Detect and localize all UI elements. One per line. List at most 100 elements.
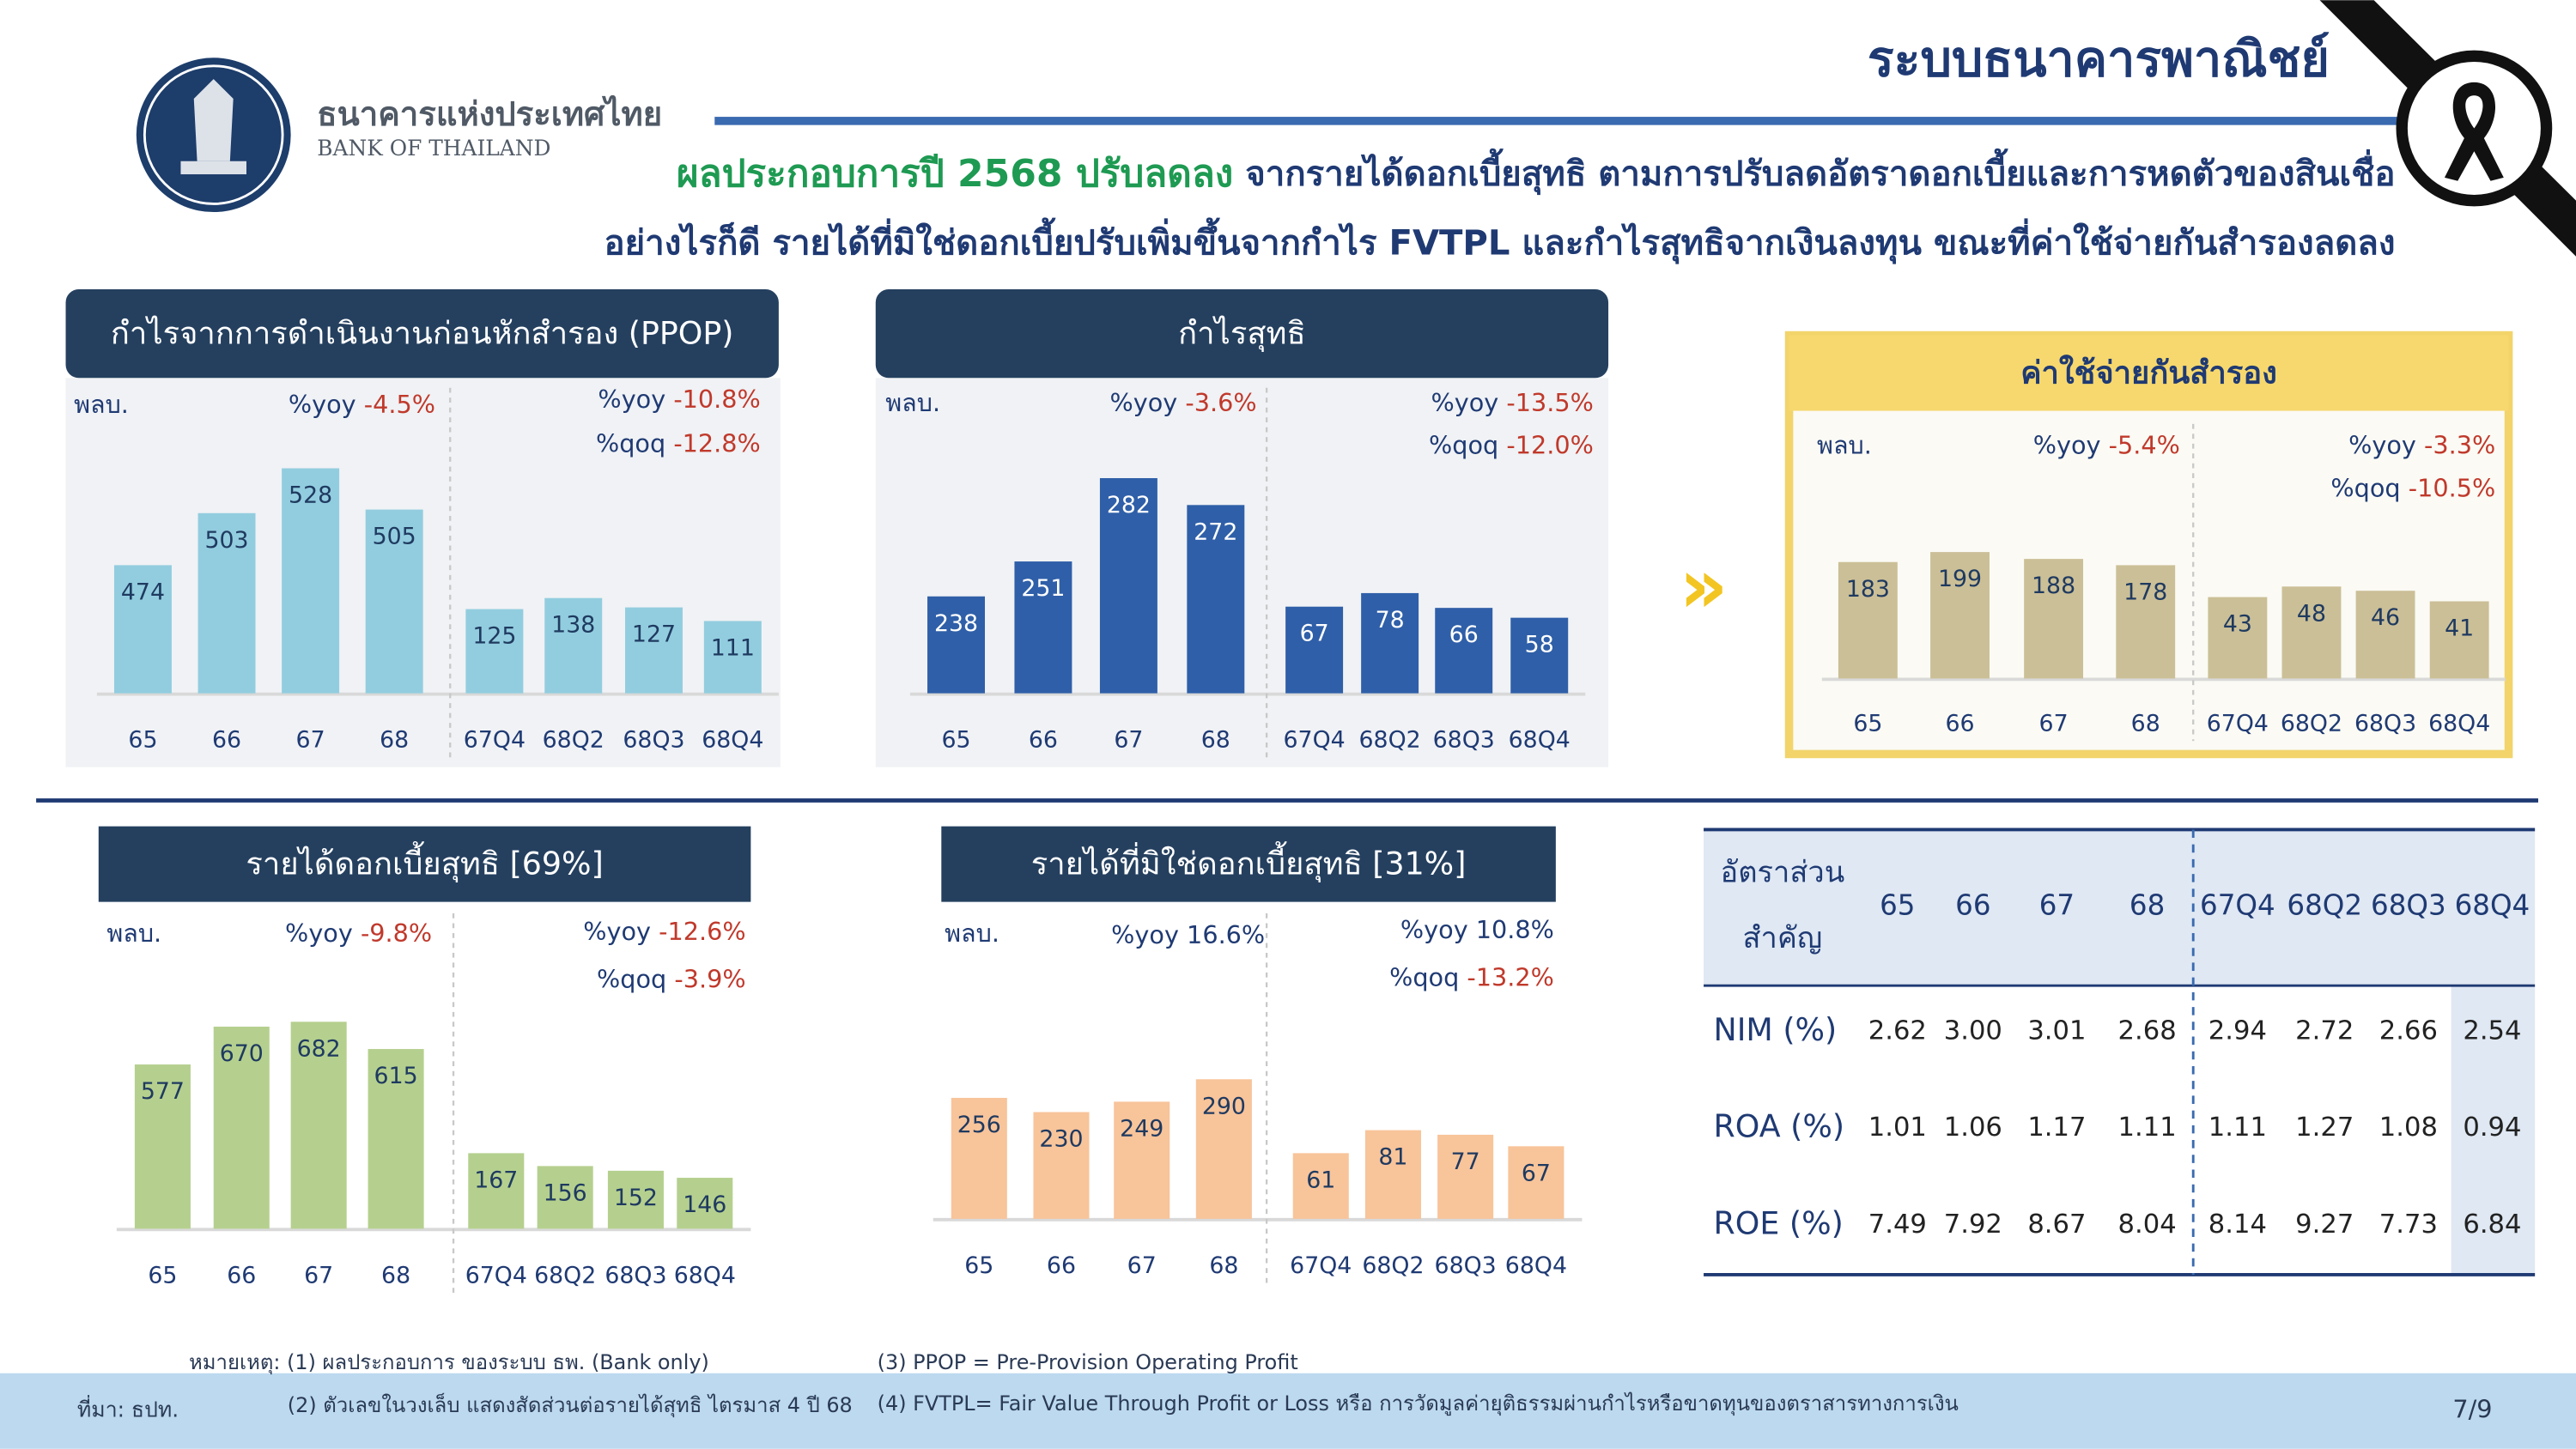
x-tick-label: 67: [296, 727, 325, 754]
chart-title: รายได้ที่มิใช่ดอกเบี้ยสุทธิ [31%]: [1031, 841, 1467, 883]
bar: [213, 1026, 270, 1229]
table-cell: 1.11: [2208, 1113, 2267, 1143]
table-cell: 1.08: [2379, 1113, 2438, 1143]
annotation-label: %yoy: [2033, 431, 2101, 460]
table-cell: 7.49: [1868, 1210, 1927, 1240]
bar: [1508, 1146, 1564, 1219]
x-tick-label: 68: [380, 727, 409, 754]
x-tick-label: 68Q4: [702, 727, 763, 754]
x-tick-label: 68Q3: [1433, 727, 1495, 754]
table-header-label: สำคัญ: [1743, 921, 1823, 955]
bar: [1292, 1153, 1349, 1219]
bar: [1838, 561, 1898, 679]
value-label: 199: [1938, 566, 1982, 592]
value-label: 152: [614, 1185, 658, 1211]
table-cell: 2.72: [2295, 1016, 2354, 1046]
x-tick-label: 68Q2: [2281, 710, 2342, 737]
annotation-value: -5.4%: [2109, 431, 2180, 460]
table-cell: 0.94: [2463, 1113, 2521, 1143]
annotation-label: %yoy: [583, 917, 651, 946]
value-label: 290: [1202, 1093, 1246, 1119]
annotation-label: %yoy: [1111, 920, 1179, 949]
logo: [136, 58, 291, 213]
page-title: ระบบธนาคารพาณิชย์: [1868, 31, 2330, 88]
footnote: (4) FVTPL= Fair Value Through Profit or …: [878, 1391, 1959, 1416]
table-cell: 1.27: [2295, 1113, 2354, 1143]
headline-line-2: อย่างไรก็ดี รายได้ที่มิใช่ดอกเบี้ยปรับเพ…: [605, 217, 2396, 264]
bar: [1195, 1079, 1252, 1219]
table-cell: 8.04: [2118, 1210, 2177, 1240]
bar: [624, 607, 683, 694]
annotation-label: %yoy: [2348, 431, 2416, 460]
annotation: %qoq -3.9%: [597, 964, 746, 993]
table-column-header: 68Q2: [2287, 888, 2362, 921]
value-label: 78: [1376, 607, 1405, 634]
annotation-value: -13.5%: [1506, 388, 1594, 417]
x-tick-label: 67: [1114, 727, 1143, 754]
value-label: 111: [711, 634, 755, 661]
annotation: %qoq -10.5%: [2330, 473, 2495, 502]
value-label: 272: [1194, 518, 1237, 545]
bar: [2429, 601, 2489, 679]
value-label: 238: [934, 610, 978, 637]
value-label: 46: [2371, 604, 2400, 631]
annotation: %yoy 10.8%: [1400, 915, 1554, 944]
value-label: 146: [683, 1191, 726, 1218]
bar: [465, 609, 524, 694]
bar: [703, 621, 762, 694]
table-row-label: ROE (%): [1714, 1205, 1844, 1242]
value-label: 138: [551, 612, 595, 639]
bar: [1437, 1134, 1494, 1219]
annotation-label: %qoq: [1429, 431, 1498, 460]
chart-title: รายได้ดอกเบี้ยสุทธิ [69%]: [246, 841, 603, 883]
annotation-value: 10.8%: [1476, 915, 1554, 944]
unit-label: พลบ.: [945, 919, 999, 948]
value-label: 41: [2445, 615, 2474, 642]
bar: [365, 509, 423, 694]
x-tick-label: 68Q2: [1362, 1252, 1424, 1279]
bar: [677, 1178, 733, 1229]
x-tick-label: 67Q4: [464, 727, 526, 754]
footnote: หมายเหตุ: (1) ผลประกอบการ ของระบบ ธพ. (B…: [189, 1350, 709, 1374]
x-tick-label: 67: [304, 1262, 333, 1288]
table-column-header: 67Q4: [2200, 888, 2275, 921]
bar: [1099, 478, 1157, 694]
table-column-header: 68: [2129, 888, 2165, 921]
value-label: 81: [1378, 1144, 1407, 1171]
annotation-value: -12.8%: [673, 429, 761, 458]
annotation-value: -3.6%: [1185, 388, 1256, 417]
value-label: 615: [374, 1063, 418, 1089]
chart-header: [875, 288, 1609, 379]
value-label: 61: [1306, 1167, 1335, 1193]
table-cell: 1.11: [2118, 1113, 2177, 1143]
table-cell: 9.27: [2295, 1210, 2354, 1240]
table-row-label: NIM (%): [1714, 1011, 1838, 1048]
x-tick-label: 68: [2131, 710, 2160, 737]
annotation-label: %qoq: [596, 429, 665, 458]
x-tick-label: 65: [941, 727, 970, 754]
table-column-header: 66: [1955, 888, 1990, 921]
table-row-label: ROA (%): [1714, 1108, 1845, 1145]
table-cell: 2.68: [2118, 1016, 2177, 1046]
annotation-label: %yoy: [285, 919, 353, 948]
table-cell: 2.54: [2463, 1016, 2521, 1046]
highlight-column: [2451, 985, 2536, 1275]
annotation-value: -10.5%: [2409, 473, 2496, 502]
table-cell: 2.66: [2379, 1016, 2438, 1046]
x-tick-label: 68: [1209, 1252, 1238, 1279]
x-tick-label: 66: [1945, 710, 1974, 737]
bar: [951, 1097, 1007, 1219]
table-cell: 7.73: [2379, 1210, 2438, 1240]
bar: [290, 1022, 347, 1229]
x-tick-label: 65: [128, 727, 157, 754]
x-tick-label: 67Q4: [1290, 1252, 1352, 1279]
annotation: %qoq -12.8%: [596, 429, 761, 458]
x-tick-label: 67Q4: [2207, 710, 2269, 737]
x-tick-label: 65: [1853, 710, 1882, 737]
value-label: 77: [1451, 1149, 1480, 1175]
table-cell: 1.17: [2027, 1113, 2086, 1143]
value-label: 256: [957, 1112, 1001, 1138]
x-tick-label: 68Q4: [674, 1262, 736, 1288]
x-tick-label: 66: [227, 1262, 256, 1288]
x-tick-label: 68Q4: [1509, 727, 1571, 754]
